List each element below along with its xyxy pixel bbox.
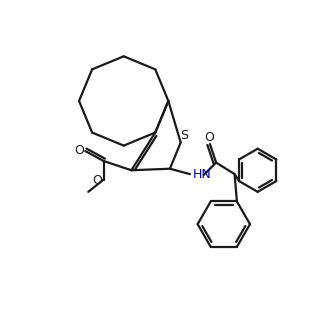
Text: O: O [74,144,84,157]
Text: S: S [181,129,189,142]
Text: O: O [204,132,214,144]
Text: O: O [93,174,102,187]
Text: HN: HN [193,168,212,181]
